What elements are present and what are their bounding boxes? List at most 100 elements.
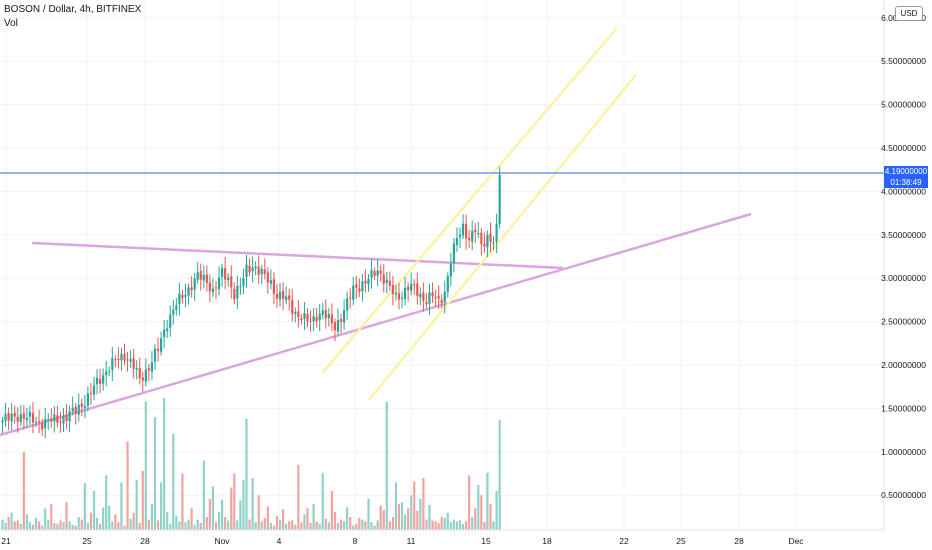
volume-bar xyxy=(153,417,157,530)
candle-body xyxy=(413,283,416,285)
time-tick-label: 25 xyxy=(82,536,92,546)
time-axis: 21 25 28 Nov 4 8 11 15 18 22 25 28 Dec xyxy=(1,536,804,546)
volume-bar xyxy=(388,521,391,530)
candle-body xyxy=(236,285,239,299)
volume-bar xyxy=(251,477,254,530)
candle-body xyxy=(196,272,199,280)
candle-body xyxy=(315,317,318,322)
candle-body xyxy=(410,283,413,291)
volume-bar xyxy=(80,519,83,530)
candle-body xyxy=(388,280,391,286)
volume-bar xyxy=(452,519,455,530)
candle-body xyxy=(199,271,202,280)
volume-bar xyxy=(65,502,68,530)
currency-button[interactable]: USD xyxy=(895,6,923,21)
candle-body xyxy=(102,375,105,384)
volume-bar xyxy=(376,520,379,530)
volume-bar xyxy=(13,521,16,530)
candle-body xyxy=(339,318,343,323)
volume-legend[interactable]: Vol xyxy=(4,18,18,29)
volume-bar xyxy=(355,523,358,530)
candle-body xyxy=(336,319,340,332)
time-tick-label: Nov xyxy=(214,536,230,546)
candle-body xyxy=(1,420,4,423)
candle-body xyxy=(343,310,346,323)
candle-body xyxy=(187,287,190,296)
volume-bar xyxy=(68,521,71,530)
volume-bar xyxy=(205,516,208,530)
candle-body xyxy=(74,406,77,414)
volume-bar xyxy=(306,508,309,530)
candle-body xyxy=(498,174,501,224)
volume-bar xyxy=(315,521,318,530)
candle-body xyxy=(251,267,254,272)
volume-bar xyxy=(480,495,483,530)
volume-bar xyxy=(160,482,163,530)
volume-bar xyxy=(156,520,160,530)
candle-body xyxy=(428,292,431,304)
candle-body xyxy=(190,287,193,291)
candle-body xyxy=(446,275,449,292)
volume-bar xyxy=(413,481,416,530)
price-tick-label: 0.50000000 xyxy=(881,490,926,500)
volume-bar xyxy=(440,516,443,530)
candle-body xyxy=(306,314,309,322)
volume-bar xyxy=(458,520,462,530)
candle-body xyxy=(99,378,102,385)
volume-bar xyxy=(10,512,13,530)
volume-bar xyxy=(44,508,47,530)
symbol-title[interactable]: BOSON / Dollar, 4h, BITFINEX xyxy=(4,4,142,15)
candle-body xyxy=(461,223,465,236)
volume-bar xyxy=(263,517,266,530)
time-tick-label: Dec xyxy=(788,536,804,546)
candle-body xyxy=(452,243,455,263)
volume-bar xyxy=(446,512,449,530)
candle-body xyxy=(144,369,147,382)
candle-body xyxy=(391,284,394,295)
candle-body xyxy=(312,316,315,322)
candle-body xyxy=(373,271,376,277)
volume-bar xyxy=(489,503,492,530)
candle-body xyxy=(224,268,227,280)
volume-bar xyxy=(108,505,111,530)
volume-bar xyxy=(300,522,303,530)
volume-bar xyxy=(230,487,233,530)
volume-bar xyxy=(56,523,59,530)
candle-body xyxy=(166,328,169,331)
candle-body xyxy=(141,377,144,381)
volume-bar xyxy=(120,482,123,530)
volume-bar xyxy=(275,516,279,530)
candle-body xyxy=(379,270,382,274)
volume-bar xyxy=(150,503,154,530)
volume-bar xyxy=(269,523,272,530)
candle-body xyxy=(160,338,163,352)
volume-bar xyxy=(382,510,385,530)
volume-bar xyxy=(483,522,486,530)
volume-bar xyxy=(474,508,477,530)
candle-body xyxy=(260,268,263,275)
volume-bar xyxy=(245,418,248,530)
volume-bar xyxy=(327,522,330,530)
volume-bar xyxy=(126,441,129,530)
candle-body xyxy=(7,413,10,421)
candle-body xyxy=(138,368,141,379)
candle-body xyxy=(278,291,282,300)
candle-body xyxy=(404,287,407,299)
volume-bar xyxy=(434,521,437,530)
volume-bar xyxy=(352,525,355,530)
volume-bar xyxy=(28,522,32,530)
volume-bar xyxy=(77,516,80,530)
time-tick-label: 18 xyxy=(542,536,552,546)
volume-bar xyxy=(123,525,126,530)
volume-bar xyxy=(260,521,263,530)
volume-bar xyxy=(224,516,227,530)
volume-bar xyxy=(31,524,35,530)
candle-body xyxy=(358,288,361,292)
volume-bar xyxy=(425,519,428,530)
candle-body xyxy=(285,296,288,301)
volume-bar xyxy=(468,475,471,530)
volume-bar xyxy=(211,486,215,530)
candle-body xyxy=(352,285,355,300)
drawings xyxy=(0,27,752,437)
